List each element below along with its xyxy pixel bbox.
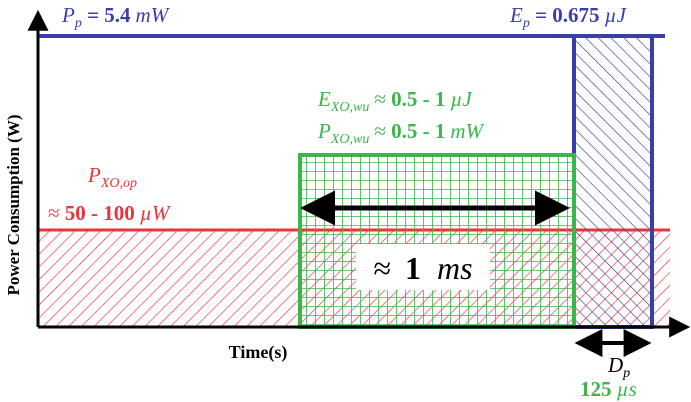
pulse-energy-var: E bbox=[509, 3, 523, 27]
pulse-duration-sub: p bbox=[622, 366, 630, 381]
pulse-energy-label: Ep = 0.675 µJ bbox=[509, 3, 628, 31]
wakeup-duration-box bbox=[356, 244, 490, 290]
y-axis-label: Power Consumption (W) bbox=[4, 114, 23, 295]
wakeup-duration-label: ≈ 1 ms bbox=[373, 250, 472, 286]
pulse-power-label: Pp = 5.4 mW bbox=[61, 3, 171, 31]
xo-operating-power-approx: ≈ bbox=[48, 201, 65, 225]
pulse-energy-unit: µJ bbox=[605, 3, 628, 27]
pulse-duration-unit: µs bbox=[617, 377, 637, 401]
pulse-energy-value: 0.675 bbox=[552, 3, 599, 27]
wakeup-duration-unit: ms bbox=[437, 250, 473, 286]
pulse-energy-eq: = bbox=[530, 3, 552, 27]
pulse-power-sub: p bbox=[74, 16, 82, 31]
pulse-power-var: P bbox=[61, 3, 75, 27]
x-axis-label: Time(s) bbox=[229, 342, 288, 363]
xo-wakeup-power-var: P bbox=[317, 119, 331, 143]
wakeup-duration-approx: ≈ bbox=[373, 250, 391, 286]
xo-wakeup-power-label: PXO,wu ≈ 0.5 - 1 mW bbox=[317, 119, 486, 147]
pulse-power-value: 5.4 bbox=[104, 3, 131, 27]
wakeup-duration-value: 1 bbox=[405, 250, 421, 286]
xo-operating-power-unit: µW bbox=[140, 201, 172, 225]
pulse-energy-sub: p bbox=[522, 16, 530, 31]
xo-wakeup-power-sub: XO,wu bbox=[330, 132, 370, 147]
xo-operating-power-sub: XO,op bbox=[100, 176, 137, 191]
xo-wakeup-power-value: 0.5 - 1 bbox=[391, 119, 445, 143]
pulse-region bbox=[574, 36, 652, 327]
xo-wakeup-region bbox=[300, 155, 574, 327]
xo-wakeup-energy-label: EXO,wu ≈ 0.5 - 1 µJ bbox=[317, 87, 473, 115]
pulse-duration-value: 125 bbox=[580, 377, 612, 401]
xo-operating-power-value-line: ≈ 50 - 100 µW bbox=[48, 201, 172, 225]
pulse-duration-value-line: 125 µs bbox=[580, 377, 637, 401]
pulse-duration-symbol: Dp bbox=[607, 353, 630, 381]
xo-wakeup-energy-sub: XO,wu bbox=[330, 100, 370, 115]
xo-wakeup-energy-approx: ≈ bbox=[374, 87, 391, 111]
xo-wakeup-power-approx: ≈ bbox=[374, 119, 391, 143]
pulse-power-eq: = bbox=[82, 3, 104, 27]
pulse-power-unit: mW bbox=[136, 3, 171, 27]
xo-wakeup-power-unit: mW bbox=[450, 119, 485, 143]
xo-wakeup-energy-var: E bbox=[317, 87, 331, 111]
xo-operating-power-value: 50 - 100 bbox=[65, 201, 135, 225]
pulse-duration-var: D bbox=[607, 353, 623, 377]
xo-wakeup-energy-unit: µJ bbox=[450, 87, 473, 111]
xo-wakeup-energy-value: 0.5 - 1 bbox=[391, 87, 445, 111]
xo-operating-power-var: P bbox=[87, 163, 101, 187]
xo-operating-power-symbol: PXO,op bbox=[87, 163, 137, 191]
